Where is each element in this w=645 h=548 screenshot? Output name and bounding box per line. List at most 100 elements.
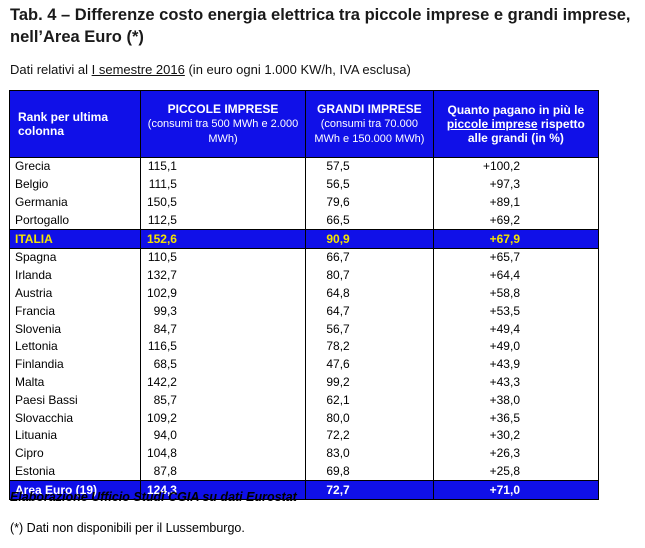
country-cell: Lettonia — [9, 337, 141, 356]
country-cell: Paesi Bassi — [9, 391, 141, 410]
large-cost-cell: 69,8 — [305, 462, 434, 482]
large-cost-cell: 80,0 — [305, 409, 434, 427]
header-rank: Rank per ultima colonna — [9, 90, 141, 158]
table-row: Austria 102,9 64,8 +58,8 — [9, 284, 600, 303]
table-title: Tab. 4 – Differenze costo energia elettr… — [10, 6, 631, 46]
table-row: Area Euro (19) 124,3 72,7 +71,0 — [9, 480, 600, 501]
small-cost-cell: 115,1 — [140, 157, 306, 176]
difference-cell: +58,8 — [433, 284, 600, 303]
header-small-title: PICCOLE IMPRESE — [167, 102, 279, 116]
header-small-companies: PICCOLE IMPRESE (consumi tra 500 MWh e 2… — [140, 90, 306, 158]
difference-cell: +69,2 — [433, 211, 600, 230]
header-difference: Quanto pagano in più le piccole imprese … — [432, 90, 600, 158]
country-cell: Finlandia — [9, 355, 141, 374]
difference-cell: +38,0 — [433, 391, 600, 410]
small-cost-cell: 110,5 — [140, 248, 306, 267]
country-cell: Area Euro (19) — [9, 480, 141, 501]
subtitle-suffix: (in euro ogni 1.000 KW/h, IVA esclusa) — [184, 62, 411, 77]
small-cost-cell: 111,5 — [140, 175, 306, 194]
table-row: Lituania 94,0 72,2 +30,2 — [9, 426, 600, 445]
difference-cell: +89,1 — [433, 193, 600, 212]
table-row: Belgio 111,5 56,5 +97,3 — [9, 175, 600, 194]
footnote: (*) Dati non disponibili per il Lussembu… — [10, 521, 245, 535]
table-row: Paesi Bassi 85,7 62,1 +38,0 — [9, 391, 600, 410]
difference-cell: +97,3 — [433, 175, 600, 194]
difference-cell: +67,9 — [433, 229, 600, 249]
country-cell: Spagna — [9, 248, 141, 267]
country-cell: Grecia — [9, 157, 141, 176]
table-row: Portogallo 112,5 66,5 +69,2 — [9, 211, 600, 230]
table-row: Estonia 87,8 69,8 +25,8 — [9, 462, 600, 482]
small-cost-cell: 104,8 — [140, 444, 306, 463]
large-cost-cell: 47,6 — [305, 355, 434, 374]
header-large-sub: (consumi tra 70.000 MWh e 150.000 MWh) — [314, 118, 425, 145]
large-cost-cell: 72,2 — [305, 426, 434, 445]
country-cell: ITALIA — [9, 229, 141, 249]
table-row: Irlanda 132,7 80,7 +64,4 — [9, 266, 600, 285]
large-cost-cell: 57,5 — [305, 157, 434, 176]
table-row: Spagna 110,5 66,7 +65,7 — [9, 248, 600, 267]
country-cell: Malta — [9, 373, 141, 392]
difference-cell: +49,4 — [433, 320, 600, 338]
country-cell: Cipro — [9, 444, 141, 463]
small-cost-cell: 124,3 — [140, 480, 306, 501]
country-cell: Irlanda — [9, 266, 141, 285]
country-cell: Portogallo — [9, 211, 141, 230]
header-diff-underlined: piccole imprese — [446, 117, 538, 131]
country-cell: Belgio — [9, 175, 141, 194]
table-row: Malta 142,2 99,2 +43,3 — [9, 373, 600, 392]
header-large-companies: GRANDI IMPRESE (consumi tra 70.000 MWh e… — [304, 90, 434, 158]
header-small-sub: (consumi tra 500 MWh e 2.000 MWh) — [147, 118, 299, 145]
large-cost-cell: 64,8 — [305, 284, 434, 303]
large-cost-cell: 80,7 — [305, 266, 434, 285]
small-cost-cell: 84,7 — [140, 320, 306, 338]
difference-cell: +43,3 — [433, 373, 600, 392]
large-cost-cell: 64,7 — [305, 302, 434, 321]
small-cost-cell: 109,2 — [140, 409, 306, 427]
small-cost-cell: 87,8 — [140, 462, 306, 482]
small-cost-cell: 99,3 — [140, 302, 306, 321]
small-cost-cell: 94,0 — [140, 426, 306, 445]
table-row: Grecia 115,1 57,5 +100,2 — [9, 157, 600, 176]
country-cell: Lituania — [9, 426, 141, 445]
large-cost-cell: 62,1 — [305, 391, 434, 410]
difference-cell: +53,5 — [433, 302, 600, 321]
header-diff-post: rispetto alle grandi (in %) — [467, 117, 585, 145]
subtitle-period: I semestre 2016 — [91, 62, 185, 77]
small-cost-cell: 152,6 — [140, 229, 306, 249]
small-cost-cell: 142,2 — [140, 373, 306, 392]
large-cost-cell: 99,2 — [305, 373, 434, 392]
country-cell: Francia — [9, 302, 141, 321]
header-diff-pre: Quanto pagano in più le — [447, 103, 585, 117]
large-cost-cell: 83,0 — [305, 444, 434, 463]
small-cost-cell: 112,5 — [140, 211, 306, 230]
difference-cell: +64,4 — [433, 266, 600, 285]
country-cell: Slovenia — [9, 320, 141, 338]
difference-cell: +26,3 — [433, 444, 600, 463]
difference-cell: +100,2 — [433, 157, 600, 176]
table-subtitle: Dati relativi al I semestre 2016 (in eur… — [10, 62, 411, 77]
difference-cell: +65,7 — [433, 248, 600, 267]
large-cost-cell: 56,5 — [305, 175, 434, 194]
small-cost-cell: 132,7 — [140, 266, 306, 285]
difference-cell: +25,8 — [433, 462, 600, 482]
small-cost-cell: 150,5 — [140, 193, 306, 212]
large-cost-cell: 78,2 — [305, 337, 434, 356]
difference-cell: +43,9 — [433, 355, 600, 374]
country-cell: Slovacchia — [9, 409, 141, 427]
small-cost-cell: 85,7 — [140, 391, 306, 410]
country-cell: Estonia — [9, 462, 141, 482]
table-row: Slovenia 84,7 56,7 +49,4 — [9, 320, 600, 338]
large-cost-cell: 56,7 — [305, 320, 434, 338]
small-cost-cell: 68,5 — [140, 355, 306, 374]
energy-cost-table: Rank per ultima colonna PICCOLE IMPRESE … — [9, 90, 600, 501]
subtitle-prefix: Dati relativi al — [10, 62, 92, 77]
difference-cell: +30,2 — [433, 426, 600, 445]
difference-cell: +71,0 — [433, 480, 600, 501]
table-row: Slovacchia 109,2 80,0 +36,5 — [9, 409, 600, 427]
header-large-title: GRANDI IMPRESE — [317, 102, 422, 116]
table-row: ITALIA 152,6 90,9 +67,9 — [9, 229, 600, 249]
large-cost-cell: 79,6 — [305, 193, 434, 212]
small-cost-cell: 116,5 — [140, 337, 306, 356]
country-cell: Austria — [9, 284, 141, 303]
